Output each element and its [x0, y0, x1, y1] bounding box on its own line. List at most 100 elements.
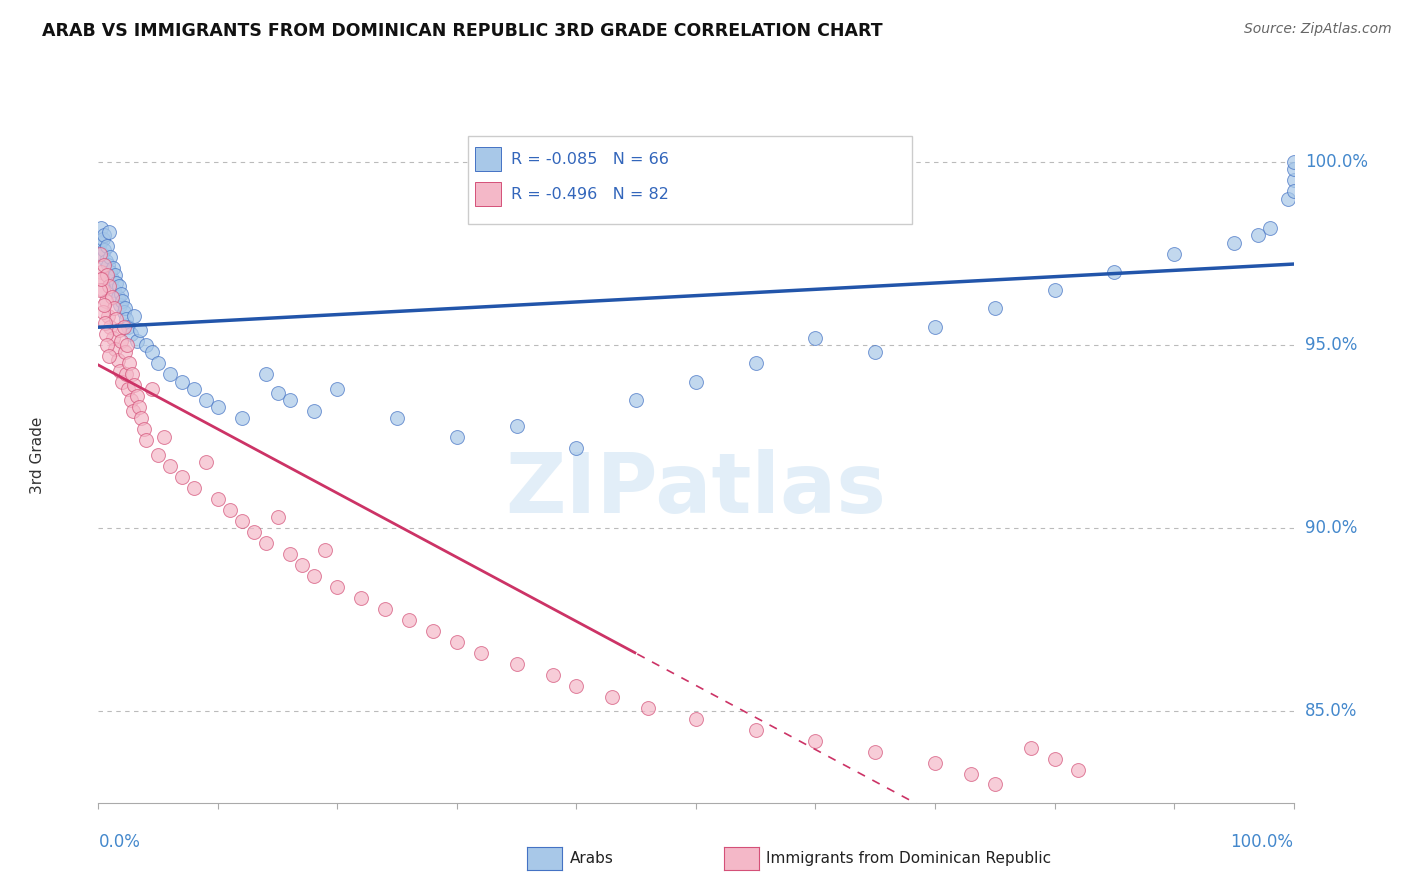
- Point: [326, 382, 349, 396]
- Point: [115, 338, 138, 352]
- Point: [326, 580, 349, 594]
- Point: [1102, 265, 1125, 279]
- Text: 90.0%: 90.0%: [1305, 519, 1357, 537]
- Point: [98, 250, 122, 264]
- Point: [1043, 752, 1066, 766]
- Point: [172, 470, 194, 484]
- Point: [105, 276, 128, 290]
- Point: [98, 279, 121, 293]
- Point: [863, 345, 886, 359]
- Point: [159, 368, 181, 382]
- Point: [315, 543, 337, 558]
- Point: [114, 301, 136, 316]
- Point: [122, 404, 145, 418]
- Point: [267, 385, 290, 400]
- Point: [1222, 235, 1246, 250]
- Point: [125, 389, 148, 403]
- Point: [183, 481, 205, 495]
- Point: [422, 624, 444, 638]
- Point: [804, 331, 827, 345]
- Point: [804, 733, 827, 747]
- Point: [112, 305, 135, 319]
- Point: [90, 220, 112, 235]
- Text: 3rd Grade: 3rd Grade: [30, 417, 45, 493]
- Point: [254, 536, 277, 550]
- Point: [91, 246, 114, 260]
- Point: [107, 352, 129, 367]
- Point: [89, 246, 111, 260]
- Text: 0.0%: 0.0%: [98, 833, 141, 851]
- Point: [1282, 162, 1305, 177]
- Point: [685, 712, 707, 726]
- Point: [1246, 228, 1268, 243]
- Point: [231, 514, 253, 528]
- Point: [89, 283, 111, 297]
- Point: [107, 279, 129, 293]
- Point: [120, 392, 142, 407]
- Point: [1277, 192, 1299, 206]
- Point: [148, 356, 170, 370]
- FancyBboxPatch shape: [468, 136, 912, 224]
- Point: [105, 312, 128, 326]
- Point: [114, 345, 136, 359]
- Text: ARAB VS IMMIGRANTS FROM DOMINICAN REPUBLIC 3RD GRADE CORRELATION CHART: ARAB VS IMMIGRANTS FROM DOMINICAN REPUBL…: [42, 22, 883, 40]
- Point: [98, 265, 122, 279]
- Point: [103, 301, 125, 316]
- Point: [194, 392, 217, 407]
- Point: [194, 455, 217, 469]
- Point: [398, 613, 420, 627]
- Point: [91, 232, 114, 246]
- Point: [110, 286, 132, 301]
- Point: [121, 368, 143, 382]
- Point: [98, 319, 122, 334]
- Point: [624, 392, 647, 407]
- Point: [93, 243, 115, 257]
- Point: [1019, 740, 1042, 755]
- Point: [385, 411, 409, 425]
- Point: [153, 429, 176, 443]
- Point: [446, 634, 468, 648]
- Point: [1282, 173, 1305, 187]
- Point: [90, 265, 112, 279]
- Point: [959, 766, 981, 780]
- Point: [148, 448, 170, 462]
- Text: R = -0.085   N = 66: R = -0.085 N = 66: [510, 152, 669, 167]
- Point: [96, 268, 118, 283]
- Point: [91, 305, 114, 319]
- Point: [745, 723, 768, 737]
- Point: [183, 382, 205, 396]
- Point: [115, 312, 138, 326]
- Point: [97, 258, 120, 272]
- Point: [124, 378, 146, 392]
- Point: [267, 510, 290, 524]
- Point: [350, 591, 373, 605]
- Point: [98, 225, 121, 239]
- Point: [100, 272, 122, 286]
- Point: [278, 547, 301, 561]
- Text: Immigrants from Dominican Republic: Immigrants from Dominican Republic: [766, 851, 1052, 865]
- Point: [863, 745, 886, 759]
- Point: [1282, 155, 1305, 169]
- Point: [94, 253, 117, 268]
- Text: R = -0.496   N = 82: R = -0.496 N = 82: [510, 186, 669, 202]
- Point: [112, 319, 135, 334]
- FancyBboxPatch shape: [475, 147, 501, 171]
- Point: [506, 657, 529, 671]
- Point: [637, 700, 659, 714]
- Point: [141, 345, 163, 359]
- Point: [103, 283, 125, 297]
- Point: [983, 777, 1005, 791]
- Point: [107, 290, 129, 304]
- Point: [91, 283, 114, 297]
- Point: [93, 298, 115, 312]
- Point: [924, 756, 946, 770]
- Point: [600, 690, 623, 704]
- Point: [242, 524, 264, 539]
- Point: [96, 327, 118, 342]
- FancyBboxPatch shape: [475, 182, 501, 206]
- Point: [101, 261, 124, 276]
- Point: [100, 290, 122, 304]
- Point: [97, 309, 120, 323]
- Point: [231, 411, 253, 425]
- Point: [1282, 184, 1305, 198]
